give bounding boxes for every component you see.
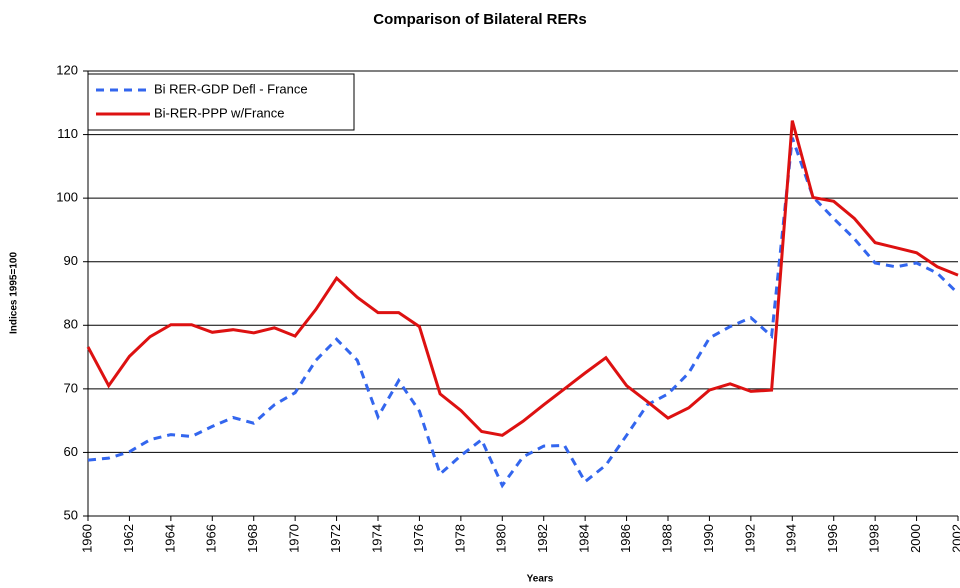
x-tick-label: 1972 [328,524,343,553]
x-tick-label: 1968 [245,524,260,553]
y-tick-label: 60 [64,444,78,459]
series-line [87,137,960,489]
chart-title: Comparison of Bilateral RERs [373,11,586,28]
x-tick-label: 2002 [949,524,960,553]
x-tick-label: 1980 [494,524,509,553]
x-axis-label: Years [527,574,554,585]
legend-box [87,73,355,131]
x-tick-label: 1994 [784,524,799,553]
x-tick-label: 1988 [659,524,674,553]
x-tick-label: 1996 [825,524,840,553]
x-tick-label: 1992 [742,524,757,553]
x-tick-label: 1998 [867,524,882,553]
x-tick-label: 1976 [411,524,426,553]
y-tick-label: 90 [64,253,78,268]
x-tick-label: 1986 [618,524,633,553]
x-tick-label: 1990 [701,524,716,553]
legend-label: Bi RER-GDP Defl - France [154,81,308,96]
x-tick-label: 2000 [908,524,923,553]
x-tick-label: 1962 [121,524,136,553]
y-tick-label: 80 [64,317,78,332]
legend-label: Bi-RER-PPP w/France [154,105,285,120]
series-line [86,120,959,437]
y-tick-label: 120 [56,62,78,77]
x-tick-label: 1974 [369,524,384,553]
x-tick-label: 1964 [162,524,177,553]
x-tick-label: 1978 [452,524,467,553]
y-tick-label: 110 [57,126,78,141]
y-tick-label: 70 [64,380,78,395]
x-tick-label: 1966 [204,524,219,553]
y-tick-label: 50 [64,507,78,522]
x-tick-label: 1960 [79,524,94,553]
y-axis-label: Indices 1995=100 [9,252,20,334]
y-tick-label: 100 [56,190,78,205]
x-tick-label: 1982 [535,524,550,553]
x-tick-label: 1970 [287,524,302,553]
x-tick-label: 1984 [577,524,592,553]
